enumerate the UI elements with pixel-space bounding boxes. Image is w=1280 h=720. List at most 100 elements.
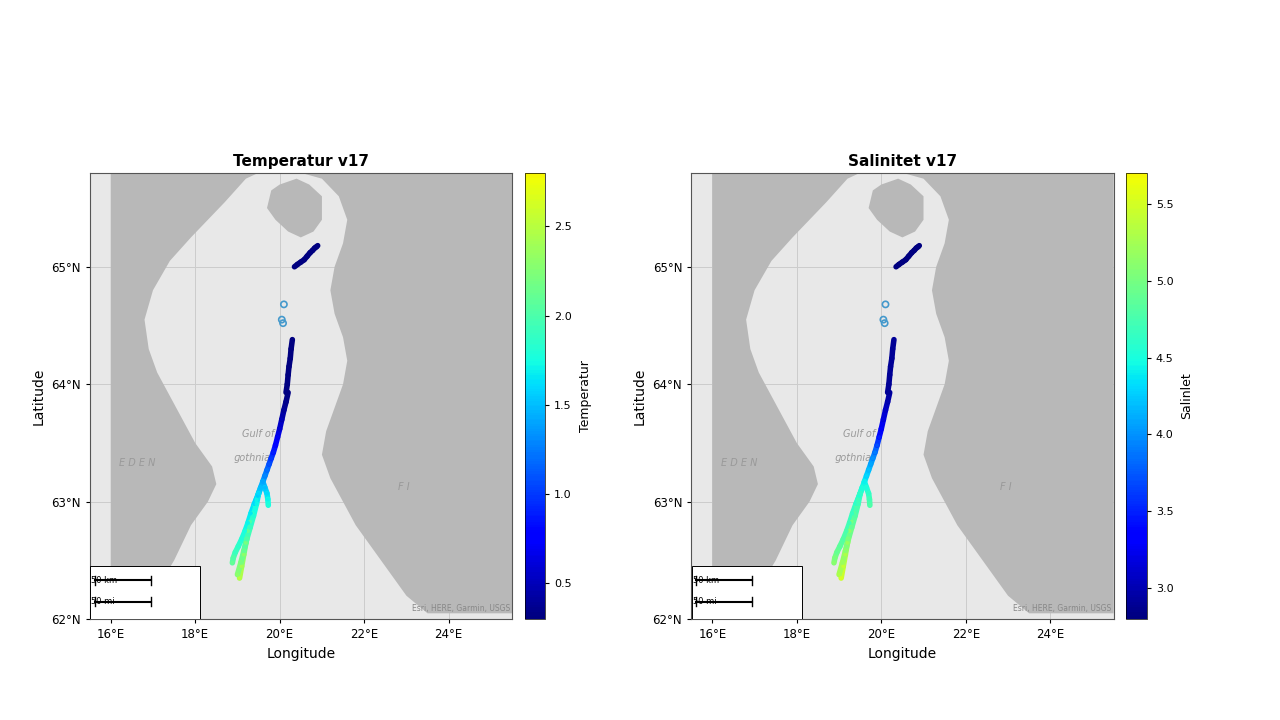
Point bbox=[275, 387, 296, 398]
Point bbox=[840, 526, 860, 537]
Point bbox=[829, 541, 850, 552]
Point bbox=[836, 526, 856, 537]
Y-axis label: Salinlet: Salinlet bbox=[1180, 373, 1194, 419]
Point bbox=[824, 552, 845, 564]
Point bbox=[255, 470, 275, 482]
Text: ɡothnia: ɡothnia bbox=[233, 453, 270, 463]
Point bbox=[239, 522, 260, 534]
Text: 50 km: 50 km bbox=[692, 576, 719, 585]
Point bbox=[257, 487, 278, 499]
Point bbox=[846, 498, 867, 510]
Title: Salinitet v17: Salinitet v17 bbox=[847, 154, 957, 169]
Point bbox=[896, 254, 916, 266]
Point bbox=[278, 387, 298, 398]
Point bbox=[872, 423, 892, 435]
Point bbox=[840, 517, 860, 528]
Point bbox=[228, 541, 248, 552]
Point bbox=[228, 569, 248, 580]
Bar bbox=[692, 567, 801, 619]
Text: 50 mi: 50 mi bbox=[692, 597, 717, 606]
Point bbox=[845, 510, 865, 521]
Text: ɡothnia: ɡothnia bbox=[835, 453, 872, 463]
Polygon shape bbox=[902, 173, 1114, 613]
Point bbox=[849, 490, 869, 502]
Title: Temperatur v17: Temperatur v17 bbox=[233, 154, 369, 169]
Point bbox=[261, 452, 282, 464]
Point bbox=[268, 431, 288, 443]
Point bbox=[856, 482, 877, 493]
Point bbox=[302, 245, 323, 256]
Point bbox=[287, 258, 307, 270]
Point bbox=[859, 487, 879, 499]
Point bbox=[850, 487, 870, 499]
Point bbox=[838, 534, 859, 545]
Text: F I: F I bbox=[1000, 482, 1011, 492]
Point bbox=[232, 534, 252, 545]
Point bbox=[248, 487, 269, 499]
Point bbox=[259, 500, 279, 511]
Point bbox=[242, 508, 262, 519]
Point bbox=[225, 546, 246, 558]
Point bbox=[306, 241, 326, 253]
Point bbox=[248, 487, 269, 499]
Point bbox=[856, 470, 877, 482]
Point bbox=[852, 482, 873, 493]
Point bbox=[230, 557, 251, 569]
Point bbox=[279, 361, 300, 372]
Point bbox=[294, 254, 315, 266]
Point bbox=[244, 498, 265, 510]
Point bbox=[824, 557, 845, 569]
Point bbox=[844, 508, 864, 519]
Point bbox=[238, 526, 259, 537]
Point bbox=[257, 494, 278, 505]
Text: E D E N: E D E N bbox=[119, 459, 156, 469]
Point bbox=[906, 242, 927, 253]
Point bbox=[852, 482, 873, 493]
Point bbox=[841, 516, 861, 528]
Point bbox=[867, 440, 887, 451]
Point bbox=[883, 334, 904, 346]
Text: F I: F I bbox=[398, 482, 410, 492]
Point bbox=[233, 545, 253, 557]
Point bbox=[847, 494, 868, 505]
Point bbox=[271, 314, 292, 325]
Point bbox=[892, 256, 913, 268]
Polygon shape bbox=[268, 179, 323, 238]
Point bbox=[280, 353, 301, 364]
Y-axis label: Latitude: Latitude bbox=[634, 367, 646, 425]
Point bbox=[835, 545, 855, 557]
Point bbox=[282, 334, 302, 346]
Point bbox=[284, 261, 305, 273]
Point bbox=[881, 361, 901, 372]
Point bbox=[232, 561, 252, 572]
Point bbox=[874, 318, 895, 329]
Point bbox=[255, 482, 275, 493]
Point bbox=[246, 498, 266, 510]
Point bbox=[837, 537, 858, 549]
Point bbox=[859, 464, 879, 476]
Point bbox=[234, 526, 255, 537]
Point bbox=[270, 423, 291, 435]
Point bbox=[863, 452, 883, 464]
Point bbox=[251, 482, 271, 493]
Point bbox=[300, 247, 320, 258]
Text: 50 km: 50 km bbox=[91, 576, 118, 585]
Point bbox=[842, 508, 863, 519]
Point bbox=[869, 431, 890, 443]
Point bbox=[273, 318, 293, 329]
Point bbox=[271, 414, 292, 426]
Text: 50 mi: 50 mi bbox=[91, 597, 115, 606]
Point bbox=[223, 557, 243, 569]
Point bbox=[901, 247, 922, 258]
Point bbox=[882, 343, 902, 355]
Point bbox=[251, 482, 271, 493]
Point bbox=[246, 494, 266, 505]
Point bbox=[827, 546, 847, 558]
Point bbox=[873, 414, 893, 426]
Point bbox=[276, 379, 297, 390]
Y-axis label: Latitude: Latitude bbox=[32, 367, 45, 425]
Y-axis label: Temperatur: Temperatur bbox=[579, 360, 593, 432]
Point bbox=[886, 261, 906, 273]
Point bbox=[243, 510, 264, 521]
Point bbox=[236, 537, 256, 549]
